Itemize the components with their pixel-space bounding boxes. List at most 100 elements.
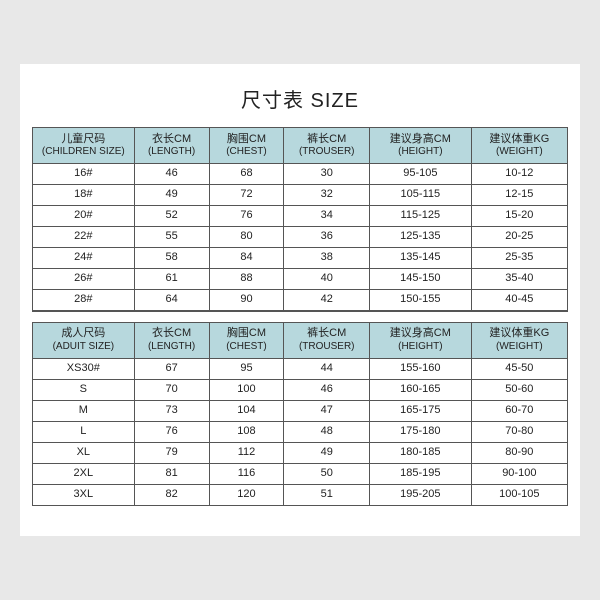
table-row: S7010046160-16550-60 [33,379,568,400]
col-weight: 建议体重KG(WEIGHT) [471,322,567,358]
table-cell: 34 [284,206,370,227]
table-cell: 115-125 [370,206,472,227]
table-cell: 67 [134,358,209,379]
gap-table [32,311,568,322]
table-cell: 42 [284,290,370,311]
table-cell: 22# [33,227,135,248]
table-row: 20#527634115-12515-20 [33,206,568,227]
table-cell: 28# [33,290,135,311]
table-cell: 112 [209,442,284,463]
col-chest: 胸围CM(CHEST) [209,322,284,358]
table-cell: 58 [134,248,209,269]
table-cell: 120 [209,484,284,505]
table-cell: 15-20 [471,206,567,227]
table-cell: 150-155 [370,290,472,311]
table-cell: 50-60 [471,379,567,400]
table-cell: 24# [33,248,135,269]
table-cell: 125-135 [370,227,472,248]
table-cell: 105-115 [370,185,472,206]
col-height: 建议身高CM(HEIGHT) [370,322,472,358]
table-cell: 135-145 [370,248,472,269]
table-cell: 51 [284,484,370,505]
table-cell: 64 [134,290,209,311]
table-cell: XS30# [33,358,135,379]
col-adult-size: 成人尺码(ADUIT SIZE) [33,322,135,358]
table-cell: 12-15 [471,185,567,206]
table-cell: 80 [209,227,284,248]
table-cell: 49 [284,442,370,463]
table-cell: 88 [209,269,284,290]
table-cell: 49 [134,185,209,206]
table-cell: 100-105 [471,484,567,505]
table-cell: 108 [209,421,284,442]
page-title: 尺寸表 SIZE [32,84,568,113]
children-body: 16#46683095-10510-1218#497232105-11512-1… [33,164,568,311]
table-cell: 116 [209,463,284,484]
table-cell: 95 [209,358,284,379]
table-cell: XL [33,442,135,463]
table-cell: 79 [134,442,209,463]
table-cell: 82 [134,484,209,505]
table-row: 3XL8212051195-205100-105 [33,484,568,505]
table-cell: 61 [134,269,209,290]
table-row: XL7911249180-18580-90 [33,442,568,463]
table-cell: L [33,421,135,442]
col-chest: 胸围CM(CHEST) [209,128,284,164]
table-cell: 104 [209,400,284,421]
table-cell: 40 [284,269,370,290]
col-weight: 建议体重KG(WEIGHT) [471,128,567,164]
table-cell: 18# [33,185,135,206]
col-trouser: 裤长CM(TROUSER) [284,322,370,358]
table-row: 24#588438135-14525-35 [33,248,568,269]
table-row: 2XL8111650185-19590-100 [33,463,568,484]
table-cell: 32 [284,185,370,206]
table-cell: 60-70 [471,400,567,421]
col-children-size: 儿童尺码(CHILDREN SIZE) [33,128,135,164]
table-cell: 73 [134,400,209,421]
table-cell: 95-105 [370,164,472,185]
table-cell: 70-80 [471,421,567,442]
table-cell: 10-12 [471,164,567,185]
table-cell: 165-175 [370,400,472,421]
table-cell: 45-50 [471,358,567,379]
table-row: XS30#679544155-16045-50 [33,358,568,379]
table-row: 18#497232105-11512-15 [33,185,568,206]
table-cell: 25-35 [471,248,567,269]
table-cell: 185-195 [370,463,472,484]
col-height: 建议身高CM(HEIGHT) [370,128,472,164]
table-cell: 52 [134,206,209,227]
table-row: M7310447165-17560-70 [33,400,568,421]
table-cell: 72 [209,185,284,206]
table-cell: 20-25 [471,227,567,248]
table-cell: 195-205 [370,484,472,505]
table-cell: 46 [134,164,209,185]
table-cell: 30 [284,164,370,185]
table-cell: 44 [284,358,370,379]
table-cell: 68 [209,164,284,185]
table-cell: 48 [284,421,370,442]
table-cell: 180-185 [370,442,472,463]
table-cell: 47 [284,400,370,421]
table-cell: 70 [134,379,209,400]
table-cell: 90-100 [471,463,567,484]
table-cell: 175-180 [370,421,472,442]
table-cell: 81 [134,463,209,484]
col-trouser: 裤长CM(TROUSER) [284,128,370,164]
table-cell: 20# [33,206,135,227]
table-cell: 76 [134,421,209,442]
table-cell: 46 [284,379,370,400]
table-cell: 38 [284,248,370,269]
table-row: 28#649042150-15540-45 [33,290,568,311]
table-row: 16#46683095-10510-12 [33,164,568,185]
table-cell: 3XL [33,484,135,505]
table-cell: 90 [209,290,284,311]
table-cell: S [33,379,135,400]
table-cell: 40-45 [471,290,567,311]
table-row: 26#618840145-15035-40 [33,269,568,290]
table-cell: 145-150 [370,269,472,290]
table-cell: 16# [33,164,135,185]
table-cell: 36 [284,227,370,248]
table-cell: 76 [209,206,284,227]
table-cell: 84 [209,248,284,269]
adult-body: XS30#679544155-16045-50S7010046160-16550… [33,358,568,505]
